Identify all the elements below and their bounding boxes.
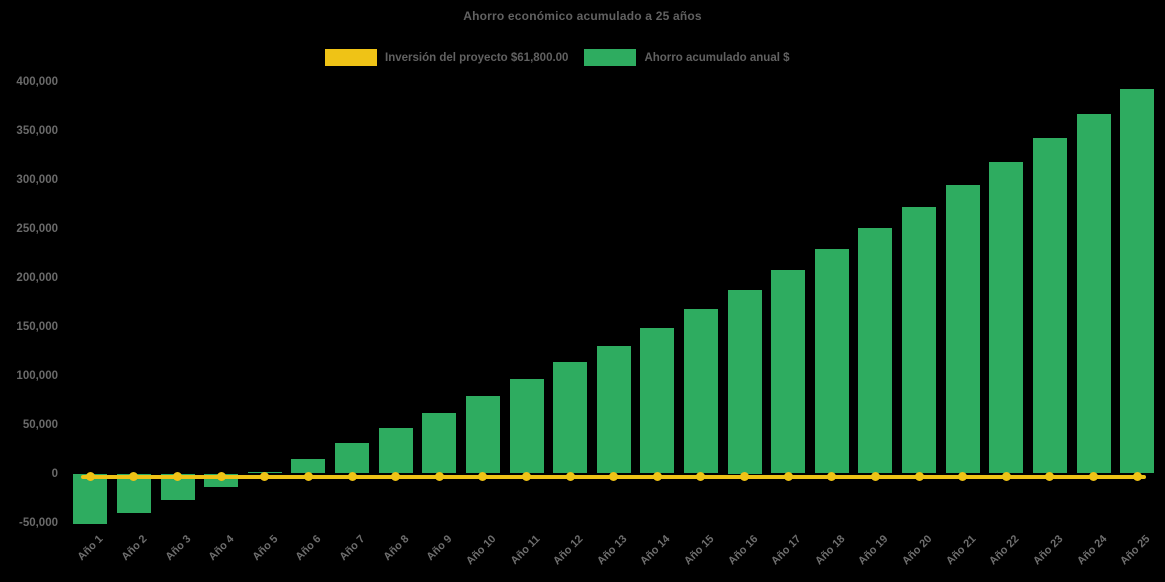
- bar-año-21: [945, 184, 980, 474]
- investment-line-marker: [522, 472, 531, 481]
- legend-label-investment: Inversión del proyecto $61,800.00: [385, 51, 569, 64]
- investment-line-marker: [129, 472, 139, 481]
- bar-año-12: [553, 362, 588, 474]
- bar-año-22: [989, 161, 1024, 474]
- investment-line-marker: [652, 472, 662, 481]
- investment-line-marker: [391, 472, 401, 481]
- investment-line-marker: [914, 472, 924, 481]
- y-tick-label: 400,000: [16, 75, 58, 88]
- investment-line-marker: [216, 472, 226, 481]
- y-tick-label: 0: [51, 467, 58, 480]
- bar-año-18: [814, 249, 849, 474]
- investment-line-marker: [696, 472, 706, 481]
- bar-año-6: [291, 458, 326, 474]
- bar-año-10: [465, 395, 500, 474]
- bar-año-16: [727, 289, 762, 474]
- investment-line-marker: [565, 472, 575, 481]
- investment-line-marker: [1089, 472, 1099, 481]
- bar-año-8: [378, 428, 413, 474]
- bar-año-19: [858, 228, 893, 474]
- investment-line-marker: [870, 472, 880, 481]
- bar-año-1: [73, 473, 108, 525]
- y-tick-label: 200,000: [16, 271, 58, 284]
- investment-line-marker: [347, 472, 357, 481]
- investment-line-marker: [609, 472, 619, 481]
- legend-swatch-investment: [325, 49, 377, 66]
- chart-title: Ahorro económico acumulado a 25 años: [463, 9, 702, 23]
- legend: Inversión del proyecto $61,800.00 Ahorro…: [325, 49, 790, 66]
- bar-año-20: [902, 206, 937, 474]
- investment-line-marker: [1132, 472, 1142, 481]
- legend-item-investment: Inversión del proyecto $61,800.00: [325, 49, 568, 66]
- y-tick-label: 300,000: [16, 173, 58, 186]
- bar-año-14: [640, 327, 675, 474]
- investment-line-marker: [85, 472, 95, 481]
- investment-line-marker: [1001, 472, 1011, 481]
- bar-año-24: [1076, 114, 1111, 474]
- investment-line-marker: [173, 472, 183, 481]
- investment-line-marker: [260, 472, 270, 481]
- y-tick-label: 250,000: [16, 222, 58, 235]
- investment-line-marker: [303, 472, 313, 481]
- investment-line-marker: [827, 472, 837, 481]
- y-tick-label: 350,000: [16, 124, 58, 137]
- bar-año-7: [335, 443, 370, 474]
- legend-swatch-savings: [584, 49, 637, 66]
- legend-label-savings: Ahorro acumulado anual $: [644, 51, 790, 64]
- bar-año-17: [771, 269, 806, 474]
- x-tick-label: Año 1: [75, 533, 106, 564]
- bar-año-15: [683, 309, 718, 474]
- investment-line-marker: [783, 472, 793, 481]
- bar-año-13: [596, 345, 631, 474]
- investment-line-marker: [478, 472, 488, 481]
- y-tick-label: -50,000: [18, 516, 58, 529]
- y-tick-label: 50,000: [22, 418, 58, 431]
- investment-line-marker: [958, 472, 968, 481]
- investment-line-marker: [740, 472, 750, 481]
- y-tick-label: 100,000: [16, 369, 58, 382]
- bar-año-23: [1032, 138, 1067, 474]
- legend-item-savings: Ahorro acumulado anual $: [584, 49, 790, 66]
- y-tick-label: 150,000: [16, 320, 58, 333]
- bar-año-25: [1120, 89, 1155, 474]
- bar-año-11: [509, 378, 544, 474]
- bar-año-9: [422, 412, 457, 474]
- investment-line-marker: [434, 472, 444, 481]
- investment-line-marker: [1045, 472, 1055, 481]
